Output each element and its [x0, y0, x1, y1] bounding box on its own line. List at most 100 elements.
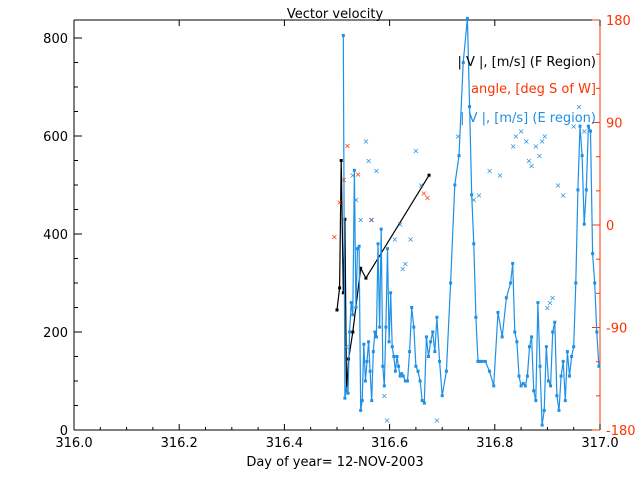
data-point [555, 394, 559, 398]
data-point [397, 364, 401, 368]
data-point [390, 345, 394, 349]
x-tick-label: 316.8 [476, 436, 513, 451]
data-point [351, 330, 355, 334]
data-point [478, 359, 482, 363]
data-point [367, 340, 371, 344]
data-point: × [544, 304, 551, 313]
data-point [492, 384, 496, 388]
data-point: × [402, 259, 409, 268]
y-right-tick-label: -90 [606, 322, 627, 337]
data-point [517, 374, 521, 378]
y-left-tick-label: 200 [43, 326, 68, 341]
data-point: × [357, 215, 364, 224]
data-point: × [336, 198, 343, 207]
data-point: × [344, 141, 351, 150]
data-point: × [343, 343, 350, 352]
data-point: × [526, 157, 533, 166]
data-point [523, 384, 527, 388]
data-point [488, 369, 492, 373]
data-point [362, 342, 366, 346]
legend-f-region: | V |, [m/s] (F Region) [457, 55, 596, 70]
data-point [595, 330, 599, 334]
data-point [572, 345, 576, 349]
data-point [359, 408, 363, 412]
data-point: × [547, 299, 554, 308]
y-left-tick-label: 600 [43, 130, 68, 145]
x-tick-label: 316.6 [371, 436, 408, 451]
data-point [343, 217, 347, 221]
data-point [468, 105, 472, 109]
data-point [561, 359, 565, 363]
data-point [408, 350, 412, 354]
data-point [504, 296, 508, 300]
data-point [387, 340, 391, 344]
data-point: × [331, 232, 338, 241]
data-point [544, 345, 548, 349]
data-point [586, 124, 590, 128]
data-point: × [512, 132, 519, 141]
data-point [449, 281, 453, 285]
data-point: × [353, 196, 360, 205]
x-tick-label: 316.2 [161, 436, 198, 451]
data-point [341, 291, 345, 295]
data-point: × [549, 294, 556, 303]
y-right-tick-label: 90 [606, 117, 623, 132]
data-point [422, 401, 426, 405]
data-point [339, 159, 343, 162]
data-point [352, 168, 356, 172]
data-point: × [424, 194, 431, 203]
data-point: × [365, 157, 372, 166]
data-point [338, 286, 342, 290]
data-point [553, 320, 557, 324]
right-y-axis-ticks: -180 -90 0 90 180 [592, 14, 636, 439]
data-point [551, 330, 555, 334]
data-point [567, 374, 571, 378]
x-tick-label: 317.0 [581, 436, 618, 451]
data-point [511, 261, 515, 265]
data-point: × [541, 132, 548, 141]
y-right-tick-label: 180 [606, 14, 631, 29]
data-point [335, 308, 339, 312]
data-point [382, 384, 386, 388]
data-point [528, 345, 532, 349]
data-point [440, 394, 444, 398]
series--v-m-s-e-region-x-markers: ××××××××××××××××××××××××××××××××××××××××… [343, 103, 587, 426]
data-point: × [486, 166, 493, 175]
data-point: × [581, 127, 588, 136]
data-point [356, 247, 360, 251]
x-tick-label: 316.4 [266, 436, 303, 451]
data-point: × [539, 137, 546, 146]
data-point [365, 359, 369, 363]
data-point [357, 244, 361, 248]
data-point [540, 423, 544, 427]
data-point: × [413, 147, 420, 156]
data-point [346, 391, 350, 395]
data-point [414, 364, 418, 368]
data-point: × [420, 189, 427, 198]
data-point [582, 222, 586, 226]
data-point: × [518, 127, 525, 136]
data-point [509, 281, 513, 285]
y-right-tick-label: -180 [606, 424, 636, 439]
data-point [412, 325, 416, 329]
data-point [378, 325, 382, 329]
data-point: × [476, 191, 483, 200]
data-point [525, 374, 529, 378]
data-point: × [397, 220, 404, 229]
data-point: × [560, 191, 567, 200]
y-left-tick-label: 0 [60, 424, 68, 439]
y-left-tick-label: 400 [43, 228, 68, 243]
y-right-tick-label: 0 [606, 219, 614, 234]
data-point [534, 399, 538, 403]
data-point [591, 252, 595, 256]
data-point [343, 396, 347, 400]
data-point [368, 369, 372, 373]
data-point [373, 330, 377, 334]
data-point [427, 173, 431, 177]
data-point [574, 281, 578, 285]
data-point [354, 306, 358, 309]
data-series: ××××××××××××××××××××××××××××××××××××××××… [331, 16, 601, 427]
data-point [453, 183, 457, 187]
data-point: × [368, 215, 375, 224]
data-point [513, 330, 517, 334]
